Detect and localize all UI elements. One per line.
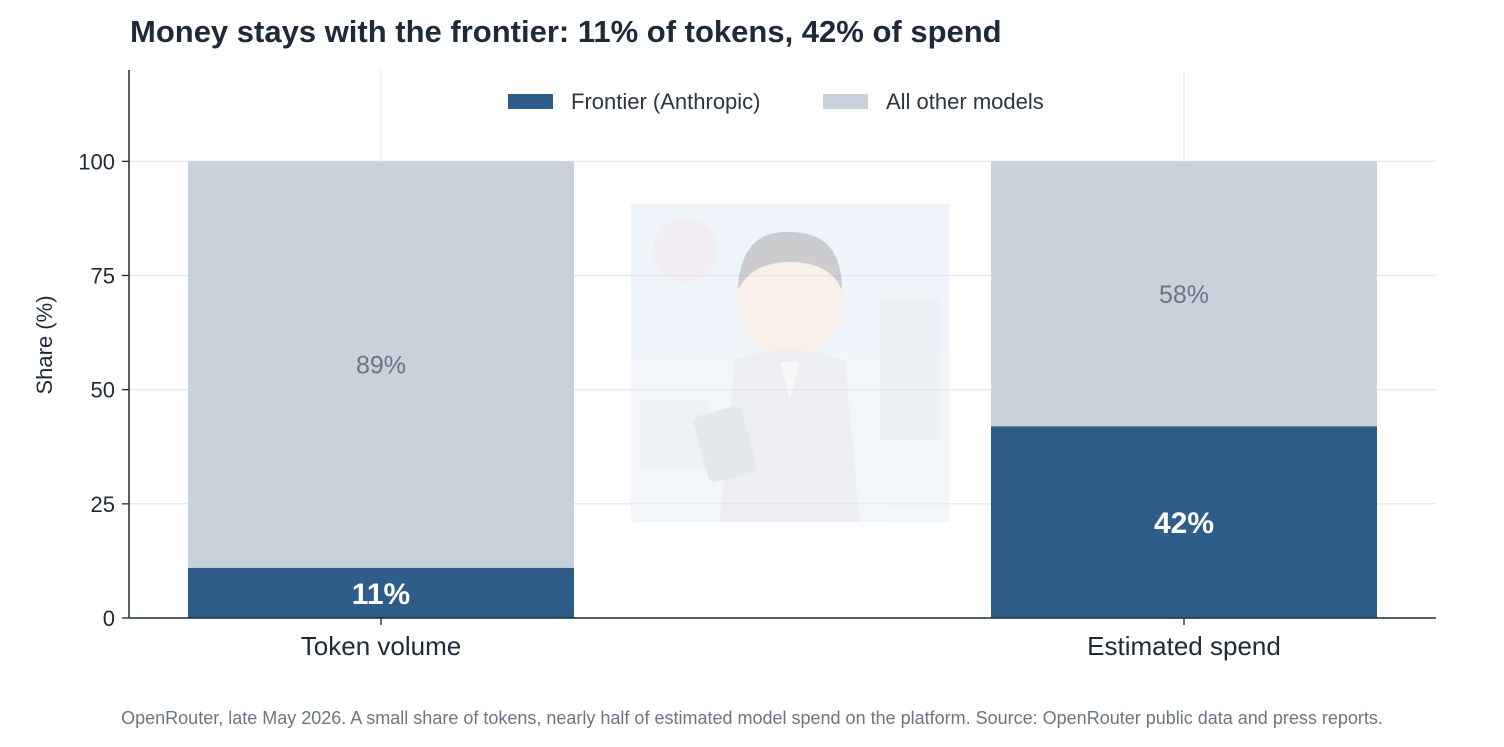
x-ticks: Token volume Estimated spend xyxy=(301,618,1281,661)
chart-caption: OpenRouter, late May 2026. A small share… xyxy=(121,708,1383,728)
bar-other-1 xyxy=(991,161,1377,427)
bars: 11% 89% 42% 58% xyxy=(188,161,1377,618)
y-ticks: 0 25 50 75 100 xyxy=(78,149,129,631)
y-tick-label-25: 25 xyxy=(91,492,115,517)
y-tick-label-100: 100 xyxy=(78,149,115,174)
data-label-other-1: 58% xyxy=(1159,281,1209,309)
x-tick-label-0: Token volume xyxy=(301,631,461,661)
bar-frontier-1 xyxy=(991,426,1377,618)
y-axis-label: Share (%) xyxy=(32,295,57,394)
chart-title: Money stays with the frontier: 11% of to… xyxy=(130,14,1002,49)
data-label-frontier-1: 42% xyxy=(1154,507,1214,540)
data-label-frontier-0: 11% xyxy=(352,578,410,611)
bar-other-0 xyxy=(188,161,574,568)
bar-frontier-0 xyxy=(188,567,574,618)
y-tick-label-50: 50 xyxy=(91,378,115,403)
watermark-image xyxy=(631,204,949,522)
legend-label-1: All other models xyxy=(886,89,1044,114)
legend-swatch-1 xyxy=(823,94,868,109)
data-label-other-0: 89% xyxy=(356,352,406,380)
x-tick-label-1: Estimated spend xyxy=(1087,631,1281,661)
legend-swatch-0 xyxy=(508,94,553,109)
legend: Frontier (Anthropic) All other models xyxy=(508,89,1044,114)
legend-label-0: Frontier (Anthropic) xyxy=(571,89,761,114)
y-tick-label-0: 0 xyxy=(103,606,115,631)
y-tick-label-75: 75 xyxy=(91,264,115,289)
